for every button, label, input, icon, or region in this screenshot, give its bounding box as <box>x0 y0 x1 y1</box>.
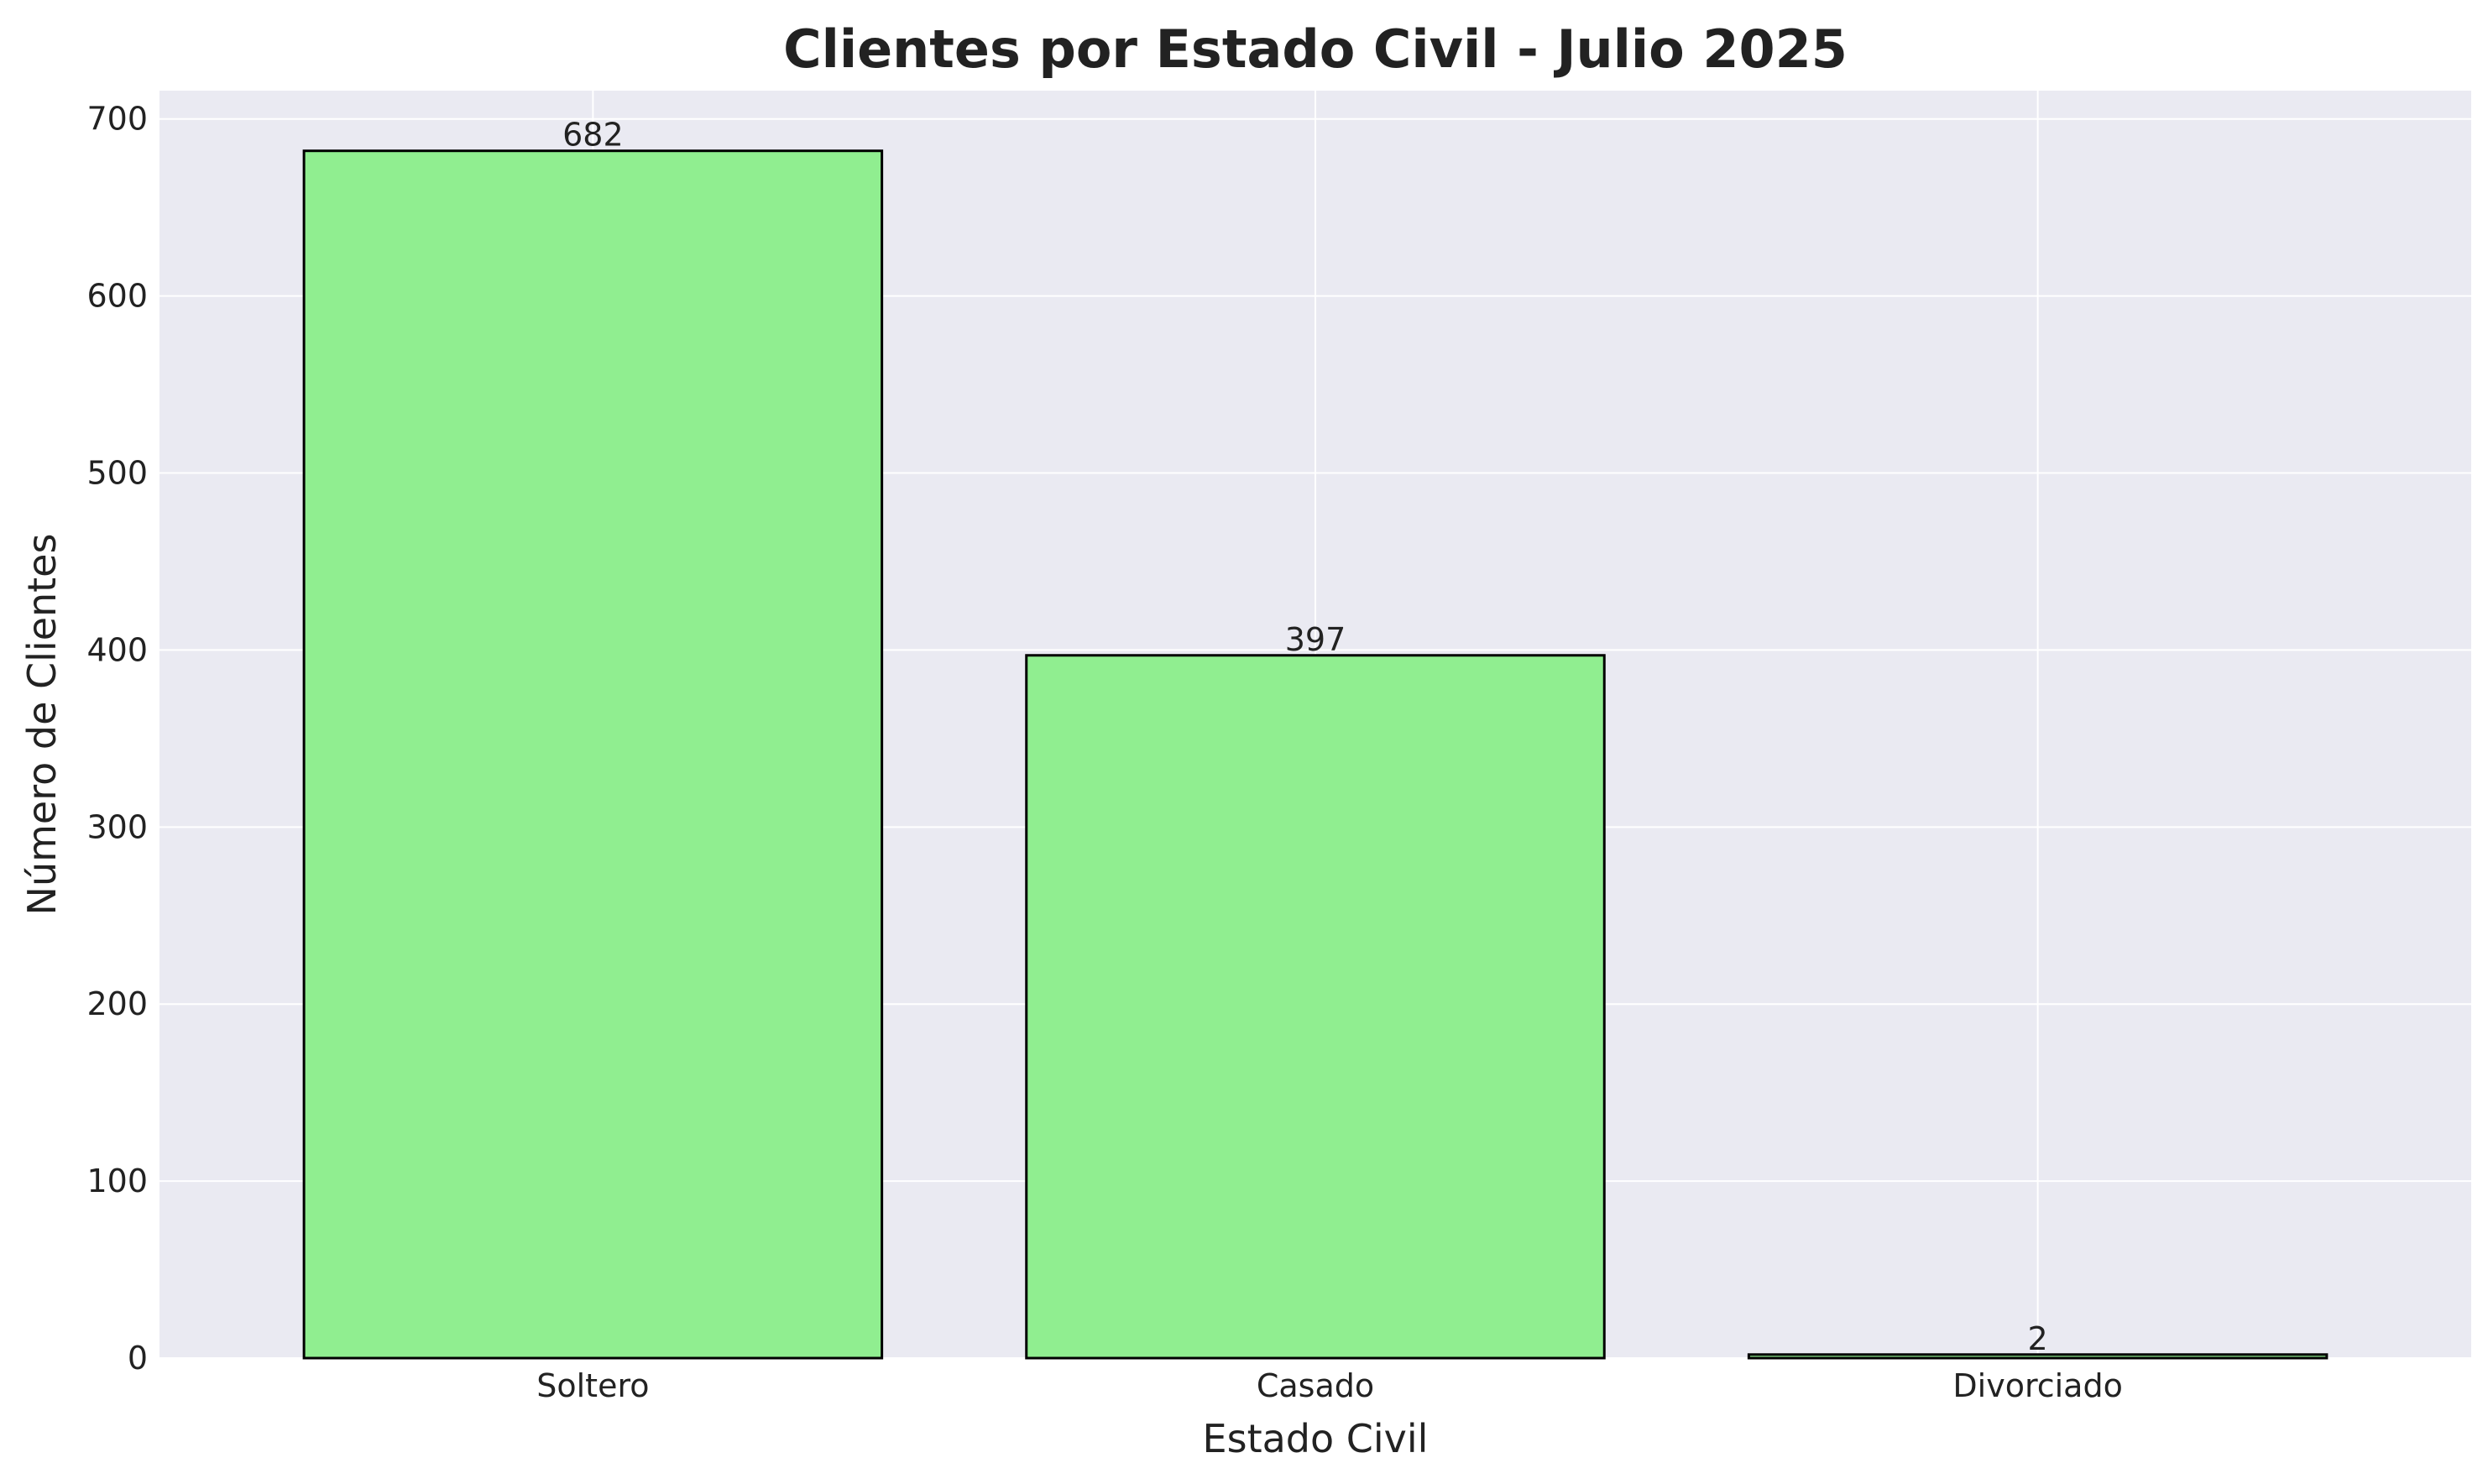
bar-soltero <box>302 149 884 1360</box>
y-tick-label: 500 <box>86 455 148 492</box>
x-tick-label: Casado <box>1257 1367 1374 1404</box>
chart-title: Clientes por Estado Civil - Julio 2025 <box>783 18 1848 80</box>
y-axis-label: Número de Clientes <box>19 534 65 916</box>
y-tick-label: 700 <box>86 101 148 138</box>
y-tick-label: 100 <box>86 1163 148 1199</box>
bar-divorciado <box>1747 1353 2329 1360</box>
data-label-soltero: 682 <box>562 117 624 154</box>
x-tick-label: Soltero <box>536 1367 649 1404</box>
data-label-casado: 397 <box>1285 621 1346 658</box>
x-axis-label: Estado Civil <box>1203 1416 1429 1461</box>
y-tick-label: 300 <box>86 808 148 845</box>
y-tick-label: 600 <box>86 278 148 315</box>
data-label-divorciado: 2 <box>2028 1320 2048 1357</box>
y-axis-ticks: 0 100 200 300 400 500 600 700 <box>86 101 148 1377</box>
data-labels: 682 397 2 <box>562 117 2048 1357</box>
bar-casado <box>1025 654 1606 1360</box>
x-axis-ticks: Soltero Casado Divorciado <box>536 1367 2123 1404</box>
y-tick-label: 400 <box>86 631 148 668</box>
y-tick-label: 0 <box>128 1340 148 1377</box>
y-tick-label: 200 <box>86 985 148 1022</box>
bars <box>302 149 2329 1360</box>
x-tick-label: Divorciado <box>1952 1367 2122 1404</box>
